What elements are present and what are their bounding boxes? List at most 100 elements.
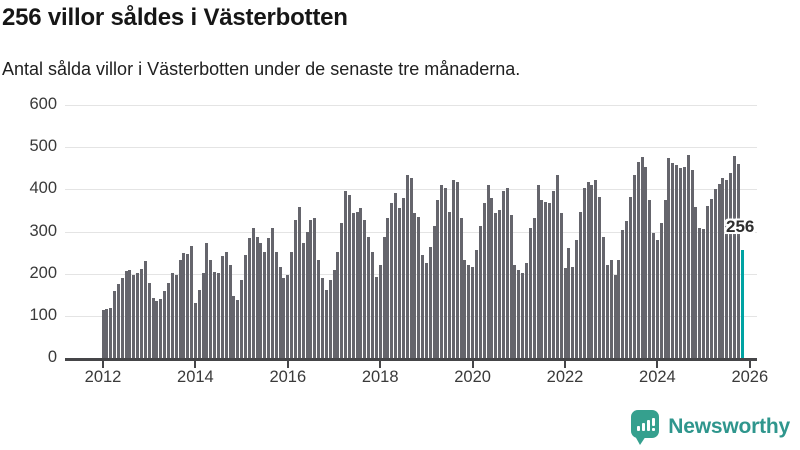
bar: [613, 274, 617, 358]
x-axis-tick-label: 2022: [546, 368, 584, 386]
bar: [417, 216, 421, 358]
x-axis-line: [65, 357, 757, 361]
bar: [609, 259, 613, 358]
bar: [174, 274, 178, 358]
highlight-value-label: 256: [726, 217, 755, 236]
bar: [232, 296, 236, 358]
bar: [467, 264, 471, 358]
bar: [478, 226, 482, 358]
x-axis-tick: [194, 360, 197, 368]
bar: [532, 218, 536, 358]
bar: [220, 256, 224, 358]
bar: [101, 310, 105, 358]
x-axis-tick-label: 2020: [454, 368, 491, 386]
bar: [170, 273, 174, 358]
bar: [209, 259, 213, 358]
x-axis-tick-label: 2014: [177, 368, 214, 386]
newsworthy-bubble-chart-icon: [631, 410, 660, 445]
bar: [551, 191, 555, 358]
bar: [255, 236, 259, 358]
bar: [259, 243, 263, 358]
bar: [247, 238, 251, 358]
bar: [159, 299, 163, 358]
bar: [351, 213, 355, 358]
bar: [313, 218, 317, 358]
bar: [594, 180, 598, 358]
x-axis-tick-label: 2026: [731, 368, 769, 386]
bar: [155, 300, 159, 358]
bar: [424, 263, 428, 358]
bar: [205, 243, 209, 358]
bar: [132, 275, 136, 358]
bar: [344, 191, 348, 358]
bar: [652, 232, 656, 358]
bar: [367, 236, 371, 358]
x-axis-tick: [286, 360, 289, 368]
bar: [128, 269, 132, 358]
bar: [509, 215, 513, 358]
bar: [340, 223, 344, 358]
bar: [690, 169, 694, 358]
bar: [709, 198, 713, 358]
bar: [474, 249, 478, 358]
bar: [555, 175, 559, 358]
bar: [263, 251, 267, 358]
bar: [498, 210, 502, 358]
bar: [193, 303, 197, 358]
bar: [270, 228, 274, 358]
bar: [655, 239, 659, 358]
y-axis-tick-label: 400: [29, 179, 57, 198]
bar: [274, 251, 278, 358]
bar: [563, 268, 567, 358]
x-axis-tick-label: 2012: [84, 368, 122, 386]
bar: [166, 282, 170, 358]
bar: [671, 163, 675, 358]
bar: [717, 184, 721, 358]
newsworthy-logo[interactable]: Newsworthy: [631, 410, 790, 445]
bar: [371, 251, 374, 358]
bar: [632, 175, 636, 358]
bar: [636, 161, 640, 358]
bar: [228, 264, 232, 358]
bar: [602, 236, 605, 358]
x-axis-tick: [656, 360, 659, 368]
bar: [328, 280, 332, 358]
bar: [679, 168, 682, 359]
bar: [471, 266, 475, 358]
bar: [644, 166, 648, 358]
bar: [409, 178, 413, 358]
bar: [178, 259, 182, 358]
bar: [686, 154, 690, 358]
bar: [324, 289, 328, 358]
x-axis-tick-label: 2016: [269, 368, 307, 386]
bar: [625, 221, 629, 358]
bar: [317, 259, 321, 358]
bar: [540, 199, 544, 358]
bar: [490, 198, 494, 358]
bar: [432, 226, 436, 358]
bar: [590, 185, 594, 358]
highlight-bar: [740, 250, 744, 358]
bar: [575, 239, 579, 358]
bar: [309, 219, 313, 358]
bar: [378, 264, 382, 358]
bar: [598, 196, 602, 358]
y-axis-tick-label: 300: [29, 221, 57, 240]
bar: [582, 188, 586, 358]
bar: [382, 236, 386, 358]
bar: [217, 273, 220, 358]
bar: [605, 264, 609, 358]
bar: [394, 193, 398, 358]
bar: [725, 180, 729, 358]
bar: [501, 191, 505, 358]
bar: [698, 228, 702, 358]
bar: [525, 263, 528, 358]
bar: [294, 219, 297, 358]
bar: [451, 180, 455, 358]
bar: [494, 213, 498, 358]
bar: [359, 208, 363, 358]
bar: [486, 185, 490, 358]
bar: [397, 208, 401, 358]
bar: [197, 289, 201, 358]
